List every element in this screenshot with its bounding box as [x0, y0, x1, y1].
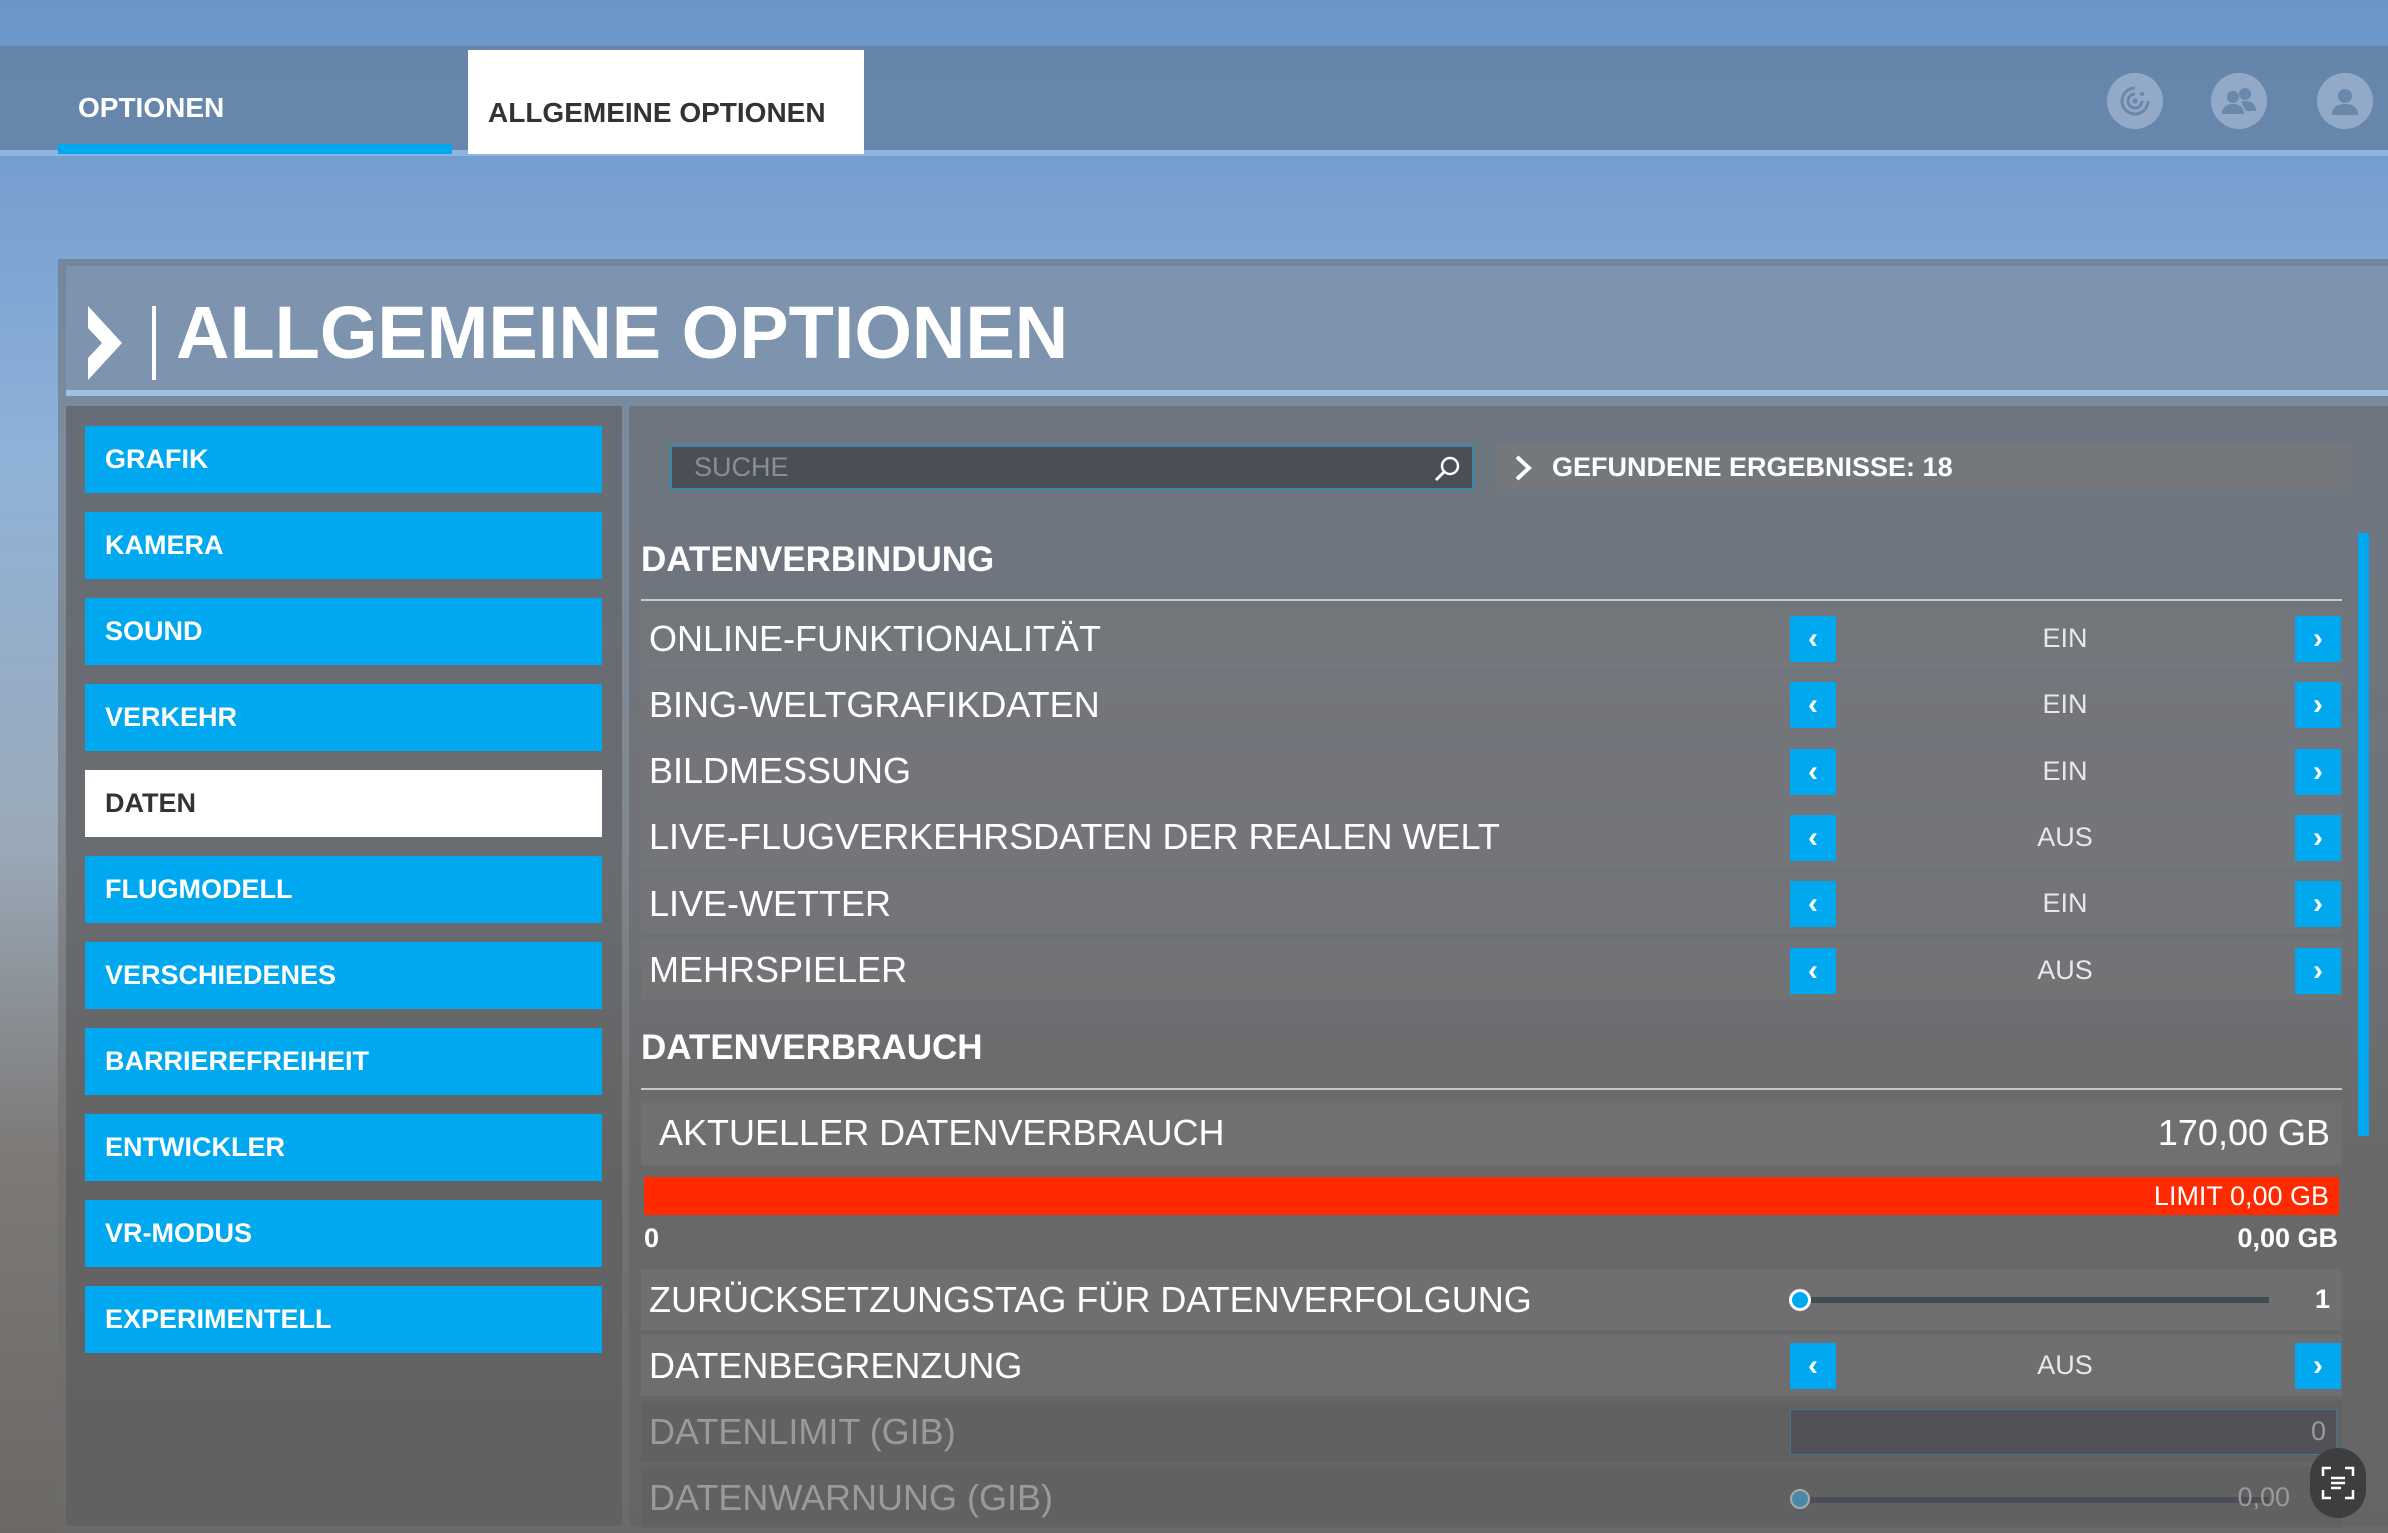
section-title-datenverbrauch: DATENVERBRAUCH [641, 1028, 983, 1067]
next-button[interactable]: › [2295, 1343, 2341, 1389]
setting-row: LIVE-FLUGVERKEHRSDATEN DER REALEN WELT ‹… [641, 806, 2342, 868]
sidebar-item-sound[interactable]: SOUND [85, 598, 602, 665]
data-warning-row: DATENWARNUNG (GIB) 0,00 [641, 1467, 2342, 1528]
next-button[interactable]: › [2295, 682, 2341, 729]
data-limit-toggle-label: DATENBEGRENZUNG [649, 1344, 1023, 1386]
next-button[interactable]: › [2295, 947, 2341, 994]
divider [641, 599, 2342, 601]
results-text: GEFUNDENE ERGEBNISSE: 18 [1552, 452, 1953, 482]
sidebar-item-flugmodell[interactable]: FLUGMODELL [85, 856, 602, 923]
search-icon[interactable] [1432, 454, 1462, 484]
section-title-datenverbindung: DATENVERBINDUNG [641, 540, 995, 579]
usage-bar: LIMIT 0,00 GB [644, 1177, 2339, 1215]
setting-label: LIVE-FLUGVERKEHRSDATEN DER REALEN WELT [649, 816, 1500, 858]
screenshot-button[interactable] [2310, 1448, 2366, 1518]
slider-handle[interactable] [1790, 1489, 1810, 1509]
setting-value: EIN [2042, 888, 2088, 919]
sidebar-item-verschiedenes[interactable]: VERSCHIEDENES [85, 942, 602, 1009]
usage-limit-label: LIMIT 0,00 GB [2153, 1181, 2329, 1211]
previous-button[interactable]: ‹ [1790, 748, 1836, 795]
tab-allgemeine-optionen[interactable]: ALLGEMEINE OPTIONEN [468, 50, 864, 154]
previous-button[interactable]: ‹ [1790, 1343, 1836, 1389]
previous-button[interactable]: ‹ [1790, 881, 1836, 928]
setting-label: BILDMESSUNG [649, 750, 912, 792]
next-button[interactable]: › [2295, 748, 2341, 795]
tab-optionen[interactable]: OPTIONEN [58, 50, 452, 154]
usage-bar-max: 0,00 GB [2237, 1223, 2338, 1253]
setting-value: AUS [2037, 954, 2093, 985]
usage-bar-min: 0 [644, 1223, 660, 1253]
data-warning-slider[interactable] [1799, 1497, 2269, 1503]
setting-row: BILDMESSUNG ‹ EIN › [641, 740, 2342, 802]
reset-day-slider[interactable] [1799, 1297, 2269, 1303]
setting-row: ONLINE-FUNKTIONALITÄT ‹ EIN › [641, 608, 2342, 669]
setting-label: MEHRSPIELER [649, 949, 908, 990]
setting-label: ONLINE-FUNKTIONALITÄT [649, 617, 1102, 659]
reset-day-label: ZURÜCKSETZUNGSTAG FÜR DATENVERFOLGUNG [649, 1278, 1532, 1320]
sidebar-item-barrierefreiheit[interactable]: BARRIEREFREIHEIT [85, 1028, 602, 1095]
divider [641, 1088, 2342, 1090]
reset-day-row: ZURÜCKSETZUNGSTAG FÜR DATENVERFOLGUNG 1 [641, 1269, 2342, 1330]
setting-value: EIN [2042, 689, 2088, 720]
previous-button[interactable]: ‹ [1790, 682, 1836, 729]
sidebar-item-grafik[interactable]: GRAFIK [85, 426, 602, 493]
setting-row: LIVE-WETTER ‹ EIN › [641, 873, 2342, 935]
data-limit-input[interactable]: 0 [1790, 1409, 2337, 1455]
profile-icon[interactable] [2317, 73, 2373, 129]
setting-label: BING-WELTGRAFIKDATEN [649, 683, 1100, 725]
previous-button[interactable]: ‹ [1790, 947, 1836, 994]
sidebar-item-kamera[interactable]: KAMERA [85, 512, 602, 579]
setting-row: BING-WELTGRAFIKDATEN ‹ EIN › [641, 674, 2342, 736]
top-bar: OPTIONEN ALLGEMEINE OPTIONEN [0, 46, 2388, 156]
current-usage-row: AKTUELLER DATENVERBRAUCH 170,00 GB [641, 1101, 2342, 1165]
sidebar-item-daten[interactable]: DATEN [85, 770, 602, 837]
setting-value: AUS [2037, 821, 2093, 852]
data-limit-row: DATENLIMIT (GIB) 0 [641, 1401, 2342, 1462]
sidebar-item-entwickler[interactable]: ENTWICKLER [85, 1114, 602, 1181]
search-placeholder: SUCHE [694, 452, 789, 482]
next-button[interactable]: › [2295, 814, 2341, 861]
scrollbar[interactable] [2358, 533, 2369, 1136]
page-header: ALLGEMEINE OPTIONEN [66, 266, 2388, 396]
sidebar: GRAFIK KAMERA SOUND VERKEHR DATEN FLUGMO… [66, 406, 622, 1526]
setting-value: EIN [2042, 755, 2088, 786]
current-usage-value: 170,00 GB [2157, 1112, 2330, 1153]
sidebar-item-experimentell[interactable]: EXPERIMENTELL [85, 1286, 602, 1353]
friends-icon[interactable] [2211, 73, 2267, 129]
slider-handle[interactable] [1789, 1289, 1811, 1311]
search-input[interactable]: SUCHE [670, 445, 1474, 490]
data-warning-value: 0,00 [2237, 1482, 2290, 1512]
previous-button[interactable]: ‹ [1790, 616, 1836, 662]
data-warning-label: DATENWARNUNG (GIB) [649, 1476, 1053, 1518]
next-button[interactable]: › [2295, 881, 2341, 928]
sidebar-item-vr-modus[interactable]: VR-MODUS [85, 1200, 602, 1267]
next-button[interactable]: › [2295, 616, 2341, 662]
current-usage-label: AKTUELLER DATENVERBRAUCH [659, 1112, 1225, 1153]
activity-icon[interactable] [2107, 73, 2163, 129]
settings-content [629, 406, 2388, 1526]
results-count: GEFUNDENE ERGEBNISSE: 18 [1496, 445, 2350, 490]
page-title: ALLGEMEINE OPTIONEN [176, 291, 1069, 374]
data-limit-label: DATENLIMIT (GIB) [649, 1410, 956, 1452]
usage-bar-fill [644, 1177, 2339, 1215]
previous-button[interactable]: ‹ [1790, 814, 1836, 861]
setting-row: MEHRSPIELER ‹ AUS › [641, 939, 2342, 1001]
chevron-right-icon [1515, 455, 1532, 481]
capture-text-icon [2321, 1466, 2355, 1500]
reset-day-value: 1 [2314, 1284, 2330, 1314]
data-limit-toggle-value: AUS [2037, 1350, 2093, 1380]
chevron-right-icon [88, 306, 156, 380]
setting-value: EIN [2042, 623, 2088, 653]
sidebar-item-verkehr[interactable]: VERKEHR [85, 684, 602, 751]
data-limit-toggle-row: DATENBEGRENZUNG ‹ AUS › [641, 1335, 2342, 1396]
setting-label: LIVE-WETTER [649, 882, 892, 924]
